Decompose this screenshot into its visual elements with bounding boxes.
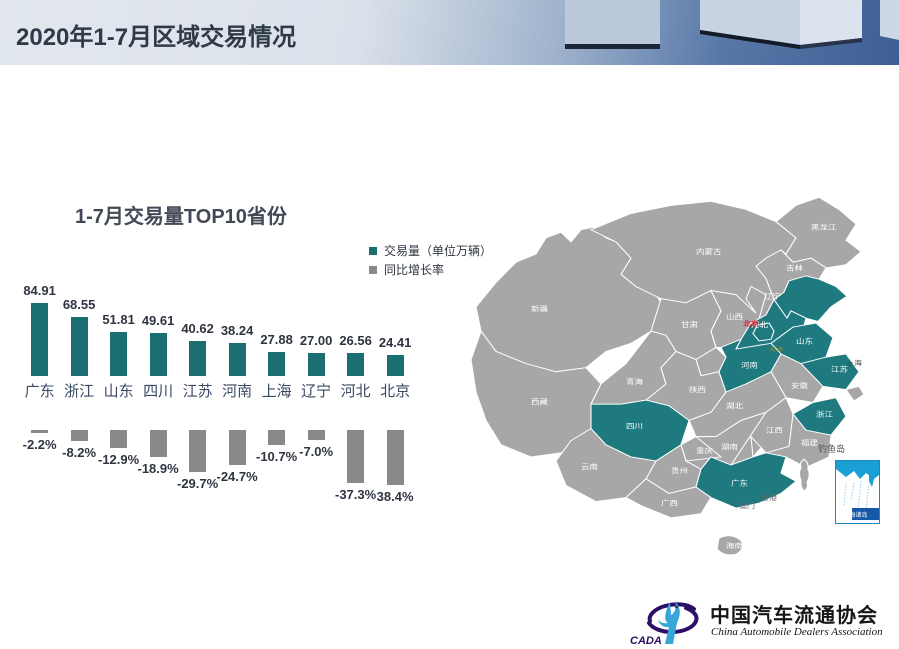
- svg-text:CADA: CADA: [630, 635, 662, 646]
- svg-text:云南: 云南: [581, 462, 598, 471]
- svg-text:天津: 天津: [769, 346, 784, 353]
- svg-text:福建: 福建: [801, 438, 818, 447]
- svg-text:甘肃: 甘肃: [681, 320, 698, 329]
- svg-text:辽宁: 辽宁: [764, 292, 781, 301]
- svg-text:四川: 四川: [626, 422, 643, 430]
- svg-text:安徽: 安徽: [791, 381, 808, 390]
- svg-text:河南: 河南: [741, 361, 758, 370]
- svg-text:江西: 江西: [766, 426, 783, 434]
- svg-text:重庆: 重庆: [696, 446, 713, 455]
- svg-text:浙江: 浙江: [816, 409, 833, 418]
- svg-text:澳门: 澳门: [739, 502, 755, 510]
- svg-text:新疆: 新疆: [531, 304, 548, 313]
- svg-text:青海: 青海: [626, 377, 643, 386]
- svg-text:香港: 香港: [761, 494, 778, 502]
- svg-text:贵州: 贵州: [671, 466, 688, 475]
- svg-text:陕西: 陕西: [689, 385, 706, 394]
- svg-text:黑龙江: 黑龙江: [811, 223, 837, 232]
- svg-text:海南: 海南: [726, 541, 743, 550]
- svg-text:吉林: 吉林: [786, 263, 803, 272]
- svg-text:上海: 上海: [846, 359, 862, 367]
- svg-text:内蒙古: 内蒙古: [696, 247, 722, 256]
- svg-text:山东: 山东: [796, 336, 813, 345]
- svg-text:湖南: 湖南: [721, 442, 738, 451]
- svg-text:北京: 北京: [743, 319, 759, 327]
- svg-text:广东: 广东: [731, 478, 748, 487]
- svg-text:西藏: 西藏: [531, 397, 548, 406]
- svg-text:南海诸岛: 南海诸岛: [843, 511, 867, 519]
- svg-text:湖北: 湖北: [726, 402, 743, 410]
- svg-text:广西: 广西: [661, 498, 678, 507]
- svg-text:山西: 山西: [726, 312, 743, 321]
